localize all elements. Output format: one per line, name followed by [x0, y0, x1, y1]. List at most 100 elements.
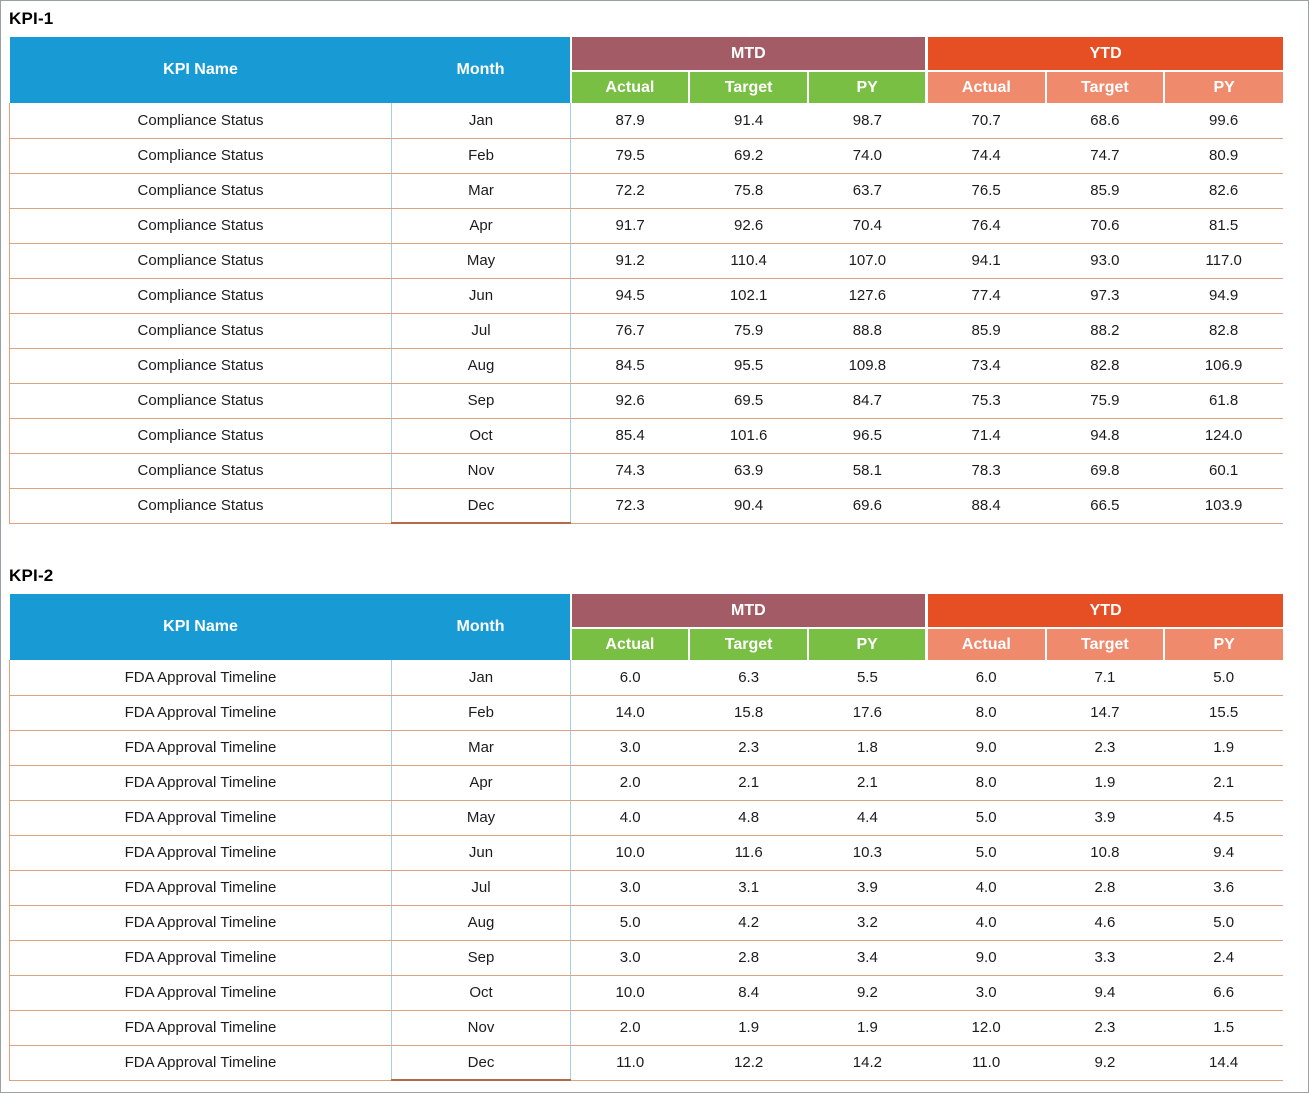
value-cell: 78.3 [926, 453, 1046, 489]
mtd-actual-header: Actual [569, 71, 690, 103]
mtd-py-header: PY [807, 71, 927, 103]
month-cell: Aug [391, 348, 571, 384]
value-cell: 2.1 [808, 765, 927, 801]
value-cell: 70.7 [926, 103, 1046, 139]
value-cell: 2.0 [570, 765, 690, 801]
value-cell: 85.9 [1045, 173, 1165, 209]
table-row: Compliance Status Jul 76.7 75.9 88.8 85.9 88.2… [9, 313, 1283, 349]
month-cell: Nov [391, 453, 571, 489]
value-cell: 4.6 [1045, 905, 1165, 941]
value-cell: 1.8 [808, 730, 927, 766]
value-cell: 63.9 [689, 453, 808, 489]
month-cell: Feb [391, 138, 571, 174]
value-cell: 1.5 [1164, 1010, 1283, 1046]
kpi2-table-header: KPI Name Month MTD YTD Actual Target PY … [9, 594, 1283, 660]
month-cell: Sep [391, 383, 571, 419]
ytd-actual-header: Actual [925, 628, 1046, 660]
value-cell: 6.6 [1164, 975, 1283, 1011]
value-cell: 7.1 [1045, 660, 1165, 696]
value-cell: 2.3 [1045, 1010, 1165, 1046]
value-cell: 69.5 [689, 383, 808, 419]
value-cell: 94.9 [1164, 278, 1283, 314]
kpi-name-cell: Compliance Status [9, 278, 392, 314]
month-cell: Nov [391, 1010, 571, 1046]
kpi-name-cell: Compliance Status [9, 418, 392, 454]
kpi-name-cell: FDA Approval Timeline [9, 940, 392, 976]
value-cell: 8.0 [926, 695, 1046, 731]
value-cell: 1.9 [808, 1010, 927, 1046]
table-row: Compliance Status Nov 74.3 63.9 58.1 78.3 69.8… [9, 453, 1283, 489]
kpi-name-cell: Compliance Status [9, 383, 392, 419]
month-cell: Apr [391, 208, 571, 244]
value-cell: 10.0 [570, 835, 690, 871]
value-cell: 68.6 [1045, 103, 1165, 139]
value-cell: 5.0 [570, 905, 690, 941]
value-cell: 1.9 [1164, 730, 1283, 766]
value-cell: 88.2 [1045, 313, 1165, 349]
month-column-header: Month [391, 37, 571, 103]
kpi-name-cell: FDA Approval Timeline [9, 1045, 392, 1081]
value-cell: 2.4 [1164, 940, 1283, 976]
table-row: Compliance Status Aug 84.5 95.5 109.8 73.4 82.… [9, 348, 1283, 384]
kpi-name-cell: FDA Approval Timeline [9, 660, 392, 696]
value-cell: 84.7 [808, 383, 927, 419]
month-cell: Jan [391, 660, 571, 696]
value-cell: 11.0 [570, 1045, 690, 1081]
value-cell: 109.8 [808, 348, 927, 384]
value-cell: 8.4 [689, 975, 808, 1011]
value-cell: 9.0 [926, 730, 1046, 766]
value-cell: 70.6 [1045, 208, 1165, 244]
value-cell: 10.3 [808, 835, 927, 871]
table-row: FDA Approval Timeline Nov 2.0 1.9 1.9 12.0 2.3… [9, 1010, 1283, 1046]
value-cell: 82.8 [1164, 313, 1283, 349]
value-cell: 3.9 [808, 870, 927, 906]
month-cell: May [391, 800, 571, 836]
value-cell: 4.0 [926, 870, 1046, 906]
month-cell: Sep [391, 940, 571, 976]
value-cell: 12.2 [689, 1045, 808, 1081]
value-cell: 4.0 [570, 800, 690, 836]
kpi-name-cell: Compliance Status [9, 453, 392, 489]
value-cell: 69.8 [1045, 453, 1165, 489]
month-cell: Oct [391, 975, 571, 1011]
value-cell: 14.0 [570, 695, 690, 731]
value-cell: 3.0 [926, 975, 1046, 1011]
value-cell: 5.0 [1164, 660, 1283, 696]
month-cell: Apr [391, 765, 571, 801]
value-cell: 85.9 [926, 313, 1046, 349]
kpi-name-cell: Compliance Status [9, 313, 392, 349]
kpi1-table-header: KPI Name Month MTD YTD Actual Target PY … [9, 37, 1283, 103]
table-row: FDA Approval Timeline Apr 2.0 2.1 2.1 8.0 1.9 2… [9, 765, 1283, 801]
table-row: FDA Approval Timeline Mar 3.0 2.3 1.8 9.0 2.3 1… [9, 730, 1283, 766]
value-cell: 75.3 [926, 383, 1046, 419]
value-cell: 90.4 [689, 488, 808, 524]
kpi-name-cell: FDA Approval Timeline [9, 975, 392, 1011]
month-cell: Jul [391, 313, 571, 349]
value-cell: 94.8 [1045, 418, 1165, 454]
value-cell: 17.6 [808, 695, 927, 731]
month-cell: Oct [391, 418, 571, 454]
table-row: FDA Approval Timeline Jul 3.0 3.1 3.9 4.0 2.8 3… [9, 870, 1283, 906]
value-cell: 2.1 [1164, 765, 1283, 801]
value-cell: 10.0 [570, 975, 690, 1011]
month-cell: Jan [391, 103, 571, 139]
value-cell: 99.6 [1164, 103, 1283, 139]
value-cell: 9.0 [926, 940, 1046, 976]
value-cell: 4.2 [689, 905, 808, 941]
table-row: FDA Approval Timeline Feb 14.0 15.8 17.6 8.0 1… [9, 695, 1283, 731]
table-row: FDA Approval Timeline Oct 10.0 8.4 9.2 3.0 9.4… [9, 975, 1283, 1011]
value-cell: 4.5 [1164, 800, 1283, 836]
value-cell: 12.0 [926, 1010, 1046, 1046]
value-cell: 2.1 [689, 765, 808, 801]
value-cell: 91.7 [570, 208, 690, 244]
value-cell: 5.5 [808, 660, 927, 696]
month-cell: Jul [391, 870, 571, 906]
value-cell: 3.2 [808, 905, 927, 941]
table-row: Compliance Status Jan 87.9 91.4 98.7 70.7 68.6… [9, 103, 1283, 139]
value-cell: 5.0 [1164, 905, 1283, 941]
value-cell: 92.6 [570, 383, 690, 419]
kpi-name-cell: FDA Approval Timeline [9, 870, 392, 906]
value-cell: 9.2 [808, 975, 927, 1011]
month-column-header: Month [391, 594, 571, 660]
